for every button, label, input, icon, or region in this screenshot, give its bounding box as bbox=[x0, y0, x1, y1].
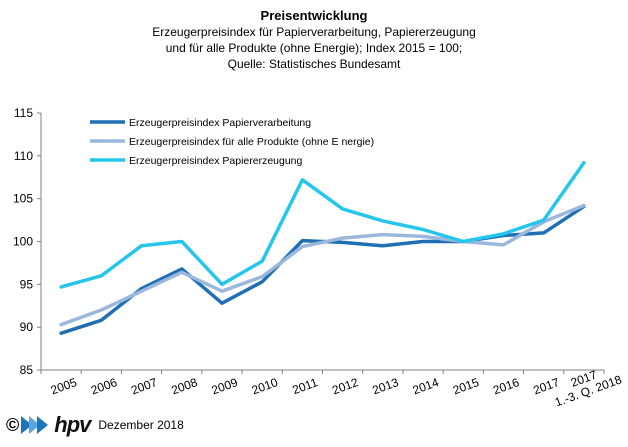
y-tick-label: 100 bbox=[13, 235, 33, 249]
y-tick-label: 95 bbox=[20, 277, 34, 291]
x-tick-label: 2014 bbox=[411, 375, 441, 397]
title-block: Preisentwicklung Erzeugerpreisindex für … bbox=[0, 8, 628, 72]
x-tick-label: 2008 bbox=[169, 375, 199, 397]
x-tick-label: 2012 bbox=[330, 375, 360, 397]
y-tick-label: 110 bbox=[14, 149, 33, 163]
x-tick-label: 2005 bbox=[49, 375, 79, 397]
legend-label-1: Erzeugerpreisindex Papierverarbeitung bbox=[129, 117, 311, 129]
legend-label-2: Erzeugerpreisindex für alle Produkte (oh… bbox=[129, 136, 374, 148]
chevron-logo-icon bbox=[21, 416, 49, 434]
y-tick-label: 105 bbox=[13, 192, 33, 206]
x-tick-label: 2006 bbox=[89, 375, 119, 397]
x-tick-label: 2009 bbox=[210, 375, 240, 397]
series-line-3 bbox=[59, 160, 586, 289]
footer: © hpv Dezember 2018 bbox=[6, 410, 184, 440]
x-tick-label: 2007 bbox=[129, 375, 159, 397]
legend-label-3: Erzeugerpreisindex Papiererzeugung bbox=[129, 155, 303, 167]
chart-subtitle-line-3: Quelle: Statistisches Bundesamt bbox=[227, 57, 401, 71]
copyright-symbol: © bbox=[6, 414, 20, 435]
x-tick-label: 2015 bbox=[451, 375, 481, 397]
x-tick-label: 2016 bbox=[491, 375, 521, 397]
chart-subtitle-line-1: Erzeugerpreisindex für Papierverarbeitun… bbox=[152, 25, 476, 39]
series-line-2 bbox=[59, 203, 586, 327]
x-tick-label: 2010 bbox=[250, 375, 280, 397]
hpv-logo-text: hpv bbox=[54, 412, 91, 437]
chart-subtitle-line-2: und für alle Produkte (ohne Energie); In… bbox=[165, 41, 463, 55]
chart-title: Preisentwicklung bbox=[260, 8, 368, 23]
series-line-1 bbox=[59, 204, 586, 335]
footer-date: Dezember 2018 bbox=[98, 418, 184, 432]
x-tick-label: 2011 bbox=[291, 375, 320, 397]
y-tick-label: 85 bbox=[20, 363, 34, 377]
y-tick-label: 115 bbox=[14, 106, 33, 120]
x-tick-label: 2013 bbox=[371, 375, 401, 397]
y-tick-label: 90 bbox=[20, 320, 34, 334]
